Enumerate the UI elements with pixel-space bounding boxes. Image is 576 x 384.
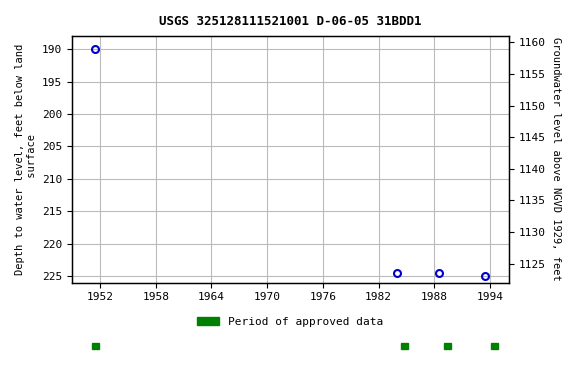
Y-axis label: Groundwater level above NGVD 1929, feet: Groundwater level above NGVD 1929, feet	[551, 38, 561, 281]
Legend: Period of approved data: Period of approved data	[193, 313, 388, 331]
Title: USGS 325128111521001 D-06-05 31BDD1: USGS 325128111521001 D-06-05 31BDD1	[159, 15, 422, 28]
Y-axis label: Depth to water level, feet below land
 surface: Depth to water level, feet below land su…	[15, 44, 37, 275]
